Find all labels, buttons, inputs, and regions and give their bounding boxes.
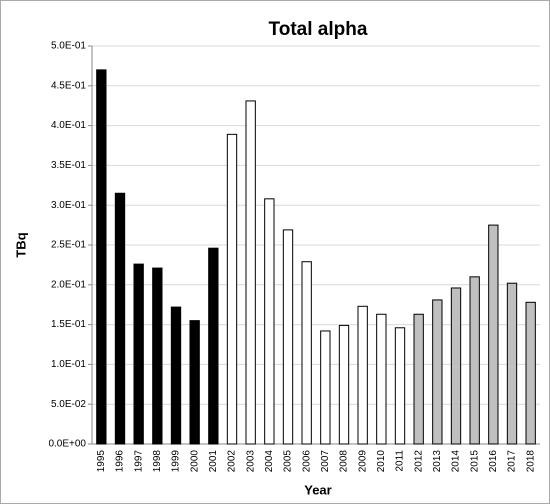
bar bbox=[376, 313, 387, 445]
x-tick-label: 1999 bbox=[171, 450, 182, 473]
x-tick-label: 2016 bbox=[488, 450, 499, 473]
bar bbox=[320, 330, 331, 445]
y-tick-label: 2.0E-01 bbox=[51, 279, 86, 290]
x-tick-label: 2002 bbox=[227, 450, 238, 473]
bar bbox=[189, 320, 200, 445]
x-tick-label: 2001 bbox=[208, 450, 219, 473]
y-tick-label: 3.5E-01 bbox=[51, 160, 86, 171]
bar bbox=[226, 133, 238, 445]
bar bbox=[488, 224, 499, 445]
bar bbox=[170, 306, 182, 445]
bar bbox=[450, 287, 462, 445]
y-tick-label: 1.0E-01 bbox=[51, 359, 86, 370]
x-tick-label: 2013 bbox=[432, 450, 443, 473]
bar bbox=[245, 100, 256, 445]
y-tick-label: 4.0E-01 bbox=[51, 120, 86, 131]
x-tick-label: 2011 bbox=[395, 450, 406, 472]
bar bbox=[152, 267, 163, 445]
x-tick-label: 1997 bbox=[133, 450, 144, 473]
x-tick-label: 1995 bbox=[96, 450, 107, 473]
bar bbox=[432, 299, 443, 445]
bar bbox=[357, 305, 368, 445]
y-tick-label: 5.0E-02 bbox=[51, 399, 86, 410]
bar bbox=[394, 327, 406, 445]
y-tick-label: 2.5E-01 bbox=[51, 240, 86, 251]
x-tick-label: 2003 bbox=[245, 450, 256, 473]
x-axis-label: Year bbox=[304, 482, 331, 497]
bar bbox=[133, 263, 144, 445]
x-tick-label: 1998 bbox=[152, 450, 163, 473]
y-tick-label: 3.0E-01 bbox=[51, 200, 86, 211]
y-tick-label: 4.5E-01 bbox=[51, 80, 86, 91]
y-axis-label: TBq bbox=[13, 232, 28, 257]
bar bbox=[469, 276, 480, 445]
x-tick-label: 2004 bbox=[264, 450, 275, 473]
x-tick-label: 2007 bbox=[320, 450, 331, 473]
bar bbox=[338, 324, 350, 445]
x-tick-label: 2005 bbox=[283, 450, 294, 473]
x-tick-label: 2000 bbox=[189, 450, 200, 473]
x-tick-label: 2012 bbox=[413, 450, 424, 473]
bar bbox=[301, 261, 312, 445]
y-tick-label: 1.5E-01 bbox=[51, 319, 86, 330]
bar bbox=[413, 313, 424, 445]
x-tick-label: 2006 bbox=[301, 450, 312, 473]
bar bbox=[525, 301, 536, 445]
bar bbox=[506, 282, 518, 445]
x-tick-label: 2017 bbox=[507, 450, 518, 473]
chart-title: Total alpha bbox=[269, 19, 368, 40]
x-tick-label: 1996 bbox=[115, 450, 126, 473]
bar bbox=[114, 192, 126, 445]
bar bbox=[282, 229, 294, 445]
bar bbox=[208, 247, 219, 445]
x-tick-label: 2008 bbox=[339, 450, 350, 473]
bar bbox=[264, 198, 275, 445]
x-tick-label: 2018 bbox=[525, 450, 536, 473]
x-tick-label: 2009 bbox=[357, 450, 368, 473]
bar bbox=[96, 69, 107, 445]
x-tick-label: 2010 bbox=[376, 450, 387, 473]
x-tick-label: 2015 bbox=[469, 450, 480, 473]
y-tick-label: 5.0E-01 bbox=[51, 41, 86, 52]
y-tick-label: 0.0E+00 bbox=[48, 439, 86, 450]
x-tick-label: 2014 bbox=[451, 450, 462, 473]
